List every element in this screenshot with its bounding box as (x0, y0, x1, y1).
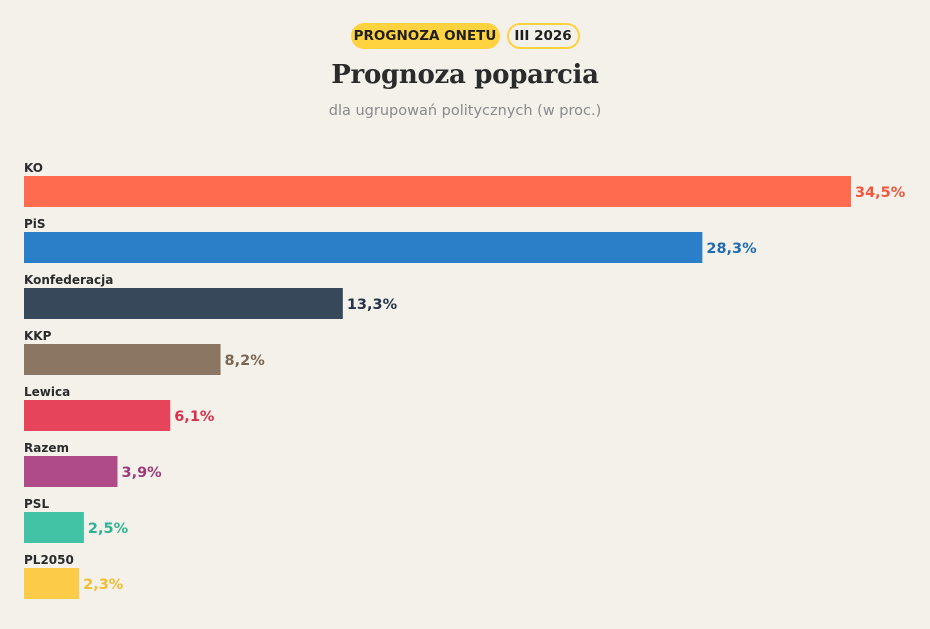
bar-razem (24, 456, 118, 487)
category-label-ko: KO (24, 161, 43, 175)
bar-ko (24, 176, 851, 207)
bar-konfederacja (24, 288, 343, 319)
category-label-kkp: KKP (24, 329, 52, 343)
bar-pl2050 (24, 568, 80, 599)
header-badges: PROGNOZA ONETU III 2026 (0, 23, 930, 49)
bar-pis (24, 232, 703, 263)
value-label-pis: 28,3% (706, 241, 757, 257)
chart-subtitle: dla ugrupowań politycznych (w proc.) (328, 103, 602, 119)
category-label-razem: Razem (24, 441, 69, 455)
value-label-lewica: 6,1% (174, 409, 215, 425)
category-label-psl: PSL (24, 497, 49, 511)
forecast-date-badge: III 2026 (506, 23, 580, 49)
category-label-pis: PiS (24, 217, 46, 231)
bar-psl (24, 512, 84, 543)
forecast-source-badge: PROGNOZA ONETU (350, 23, 500, 49)
value-label-ko: 34,5% (855, 185, 906, 201)
value-label-kkp: 8,2% (225, 353, 266, 369)
category-label-konfederacja: Konfederacja (24, 273, 113, 287)
category-label-lewica: Lewica (24, 385, 70, 399)
category-label-pl2050: PL2050 (24, 553, 74, 567)
value-label-konfederacja: 13,3% (347, 297, 398, 313)
value-label-psl: 2,5% (88, 521, 129, 537)
bar-lewica (24, 400, 171, 431)
value-label-pl2050: 2,3% (83, 577, 124, 593)
bar-kkp (24, 344, 221, 375)
chart-title: Prognoza poparcia (331, 60, 599, 90)
value-label-razem: 3,9% (121, 465, 162, 481)
